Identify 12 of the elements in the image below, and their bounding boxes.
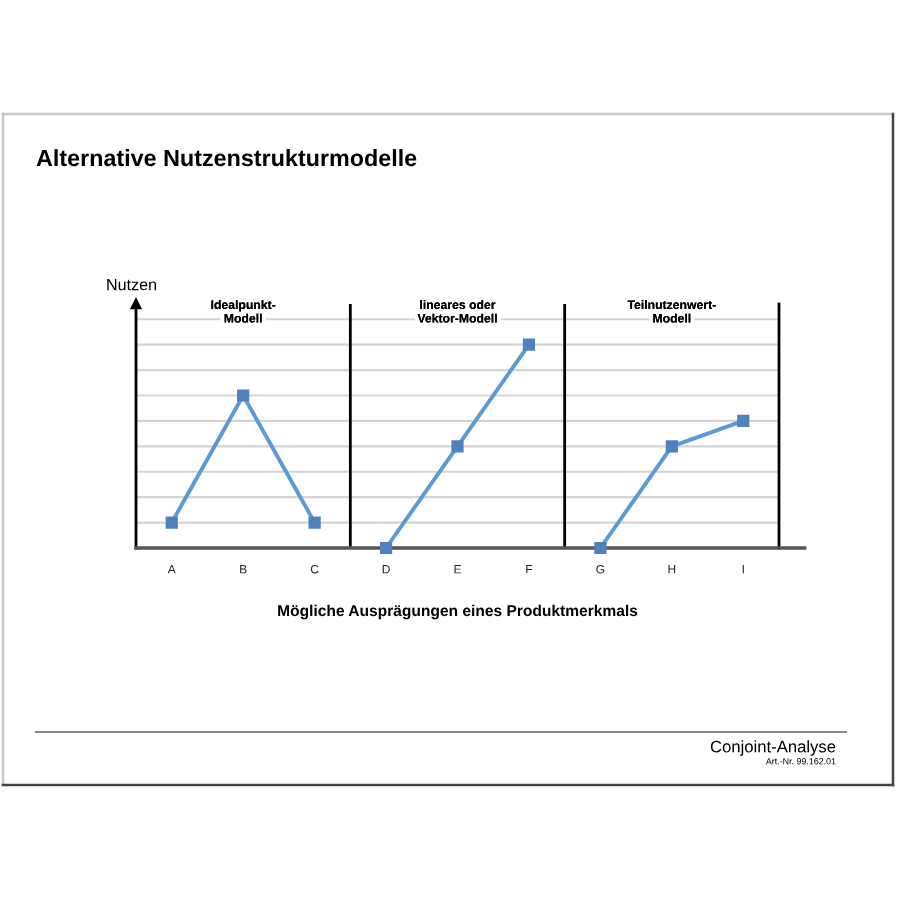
point: [379, 541, 393, 555]
point: [165, 516, 178, 529]
point: [594, 541, 607, 555]
point: [451, 440, 464, 453]
point: [737, 414, 750, 428]
chart-title: Alternative Nutzenstrukturmodelle: [36, 149, 417, 167]
point: [308, 516, 321, 529]
text: Conjoint-Analyse: [710, 740, 836, 756]
point: [665, 440, 678, 453]
point: [237, 389, 250, 402]
point: [522, 338, 536, 351]
y-axis-title: Nutzen: [107, 279, 156, 291]
